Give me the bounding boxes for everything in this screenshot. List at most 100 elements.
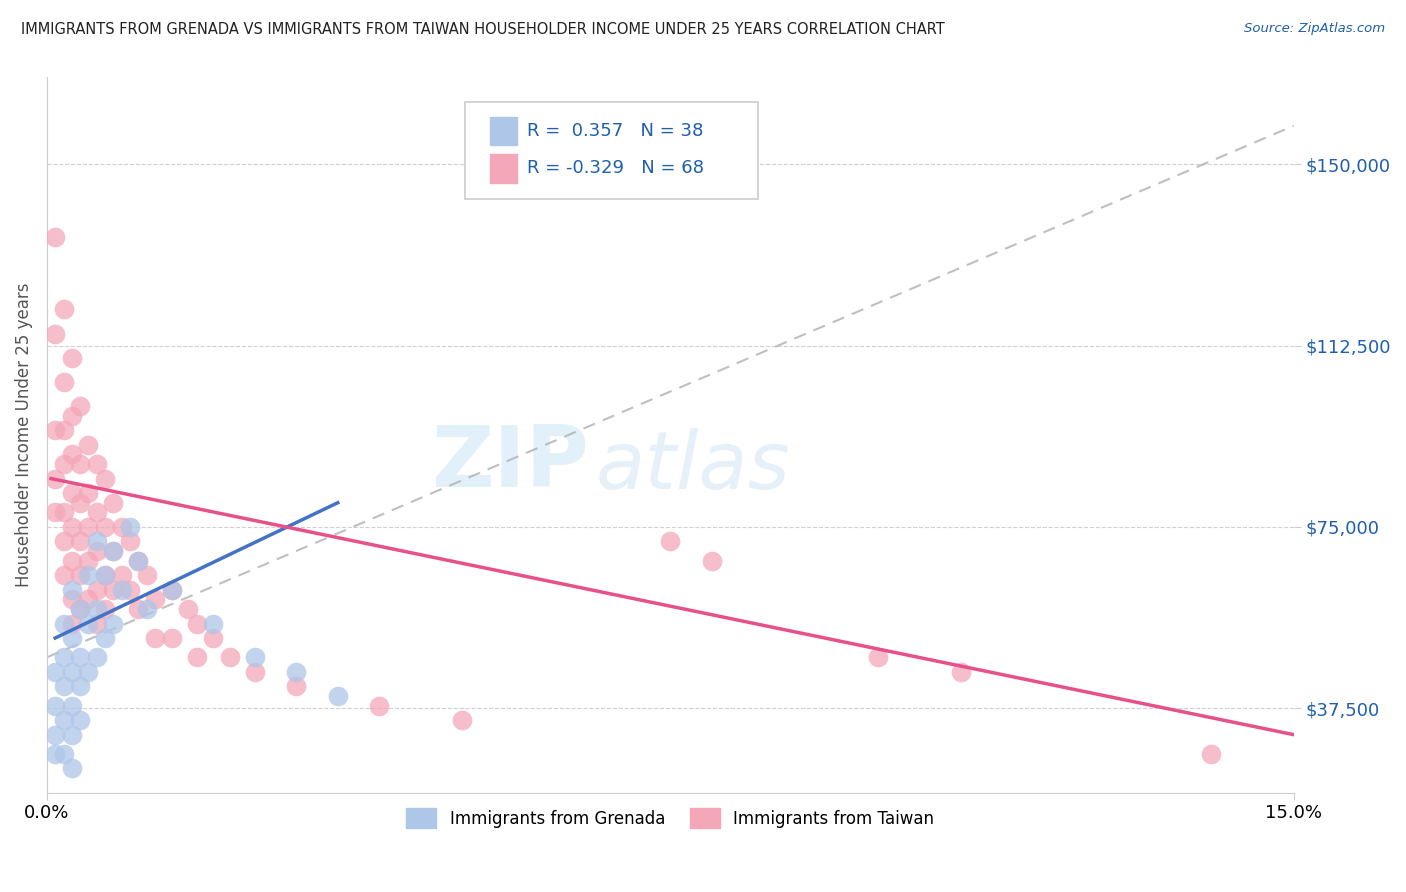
Point	[86, 457, 108, 471]
Point	[160, 631, 183, 645]
Point	[127, 602, 149, 616]
Text: R =  0.357   N = 38: R = 0.357 N = 38	[527, 122, 703, 140]
FancyBboxPatch shape	[489, 154, 517, 183]
Point	[60, 762, 83, 776]
Point	[44, 230, 66, 244]
Point	[86, 534, 108, 549]
Point	[69, 457, 91, 471]
Point	[44, 326, 66, 341]
Point	[202, 616, 225, 631]
Point	[118, 582, 141, 597]
Point	[77, 438, 100, 452]
Point	[135, 568, 157, 582]
Point	[77, 592, 100, 607]
Point	[94, 471, 117, 485]
Text: Source: ZipAtlas.com: Source: ZipAtlas.com	[1244, 22, 1385, 36]
Point	[77, 554, 100, 568]
Point	[52, 302, 75, 317]
Point	[52, 747, 75, 761]
Point	[103, 582, 125, 597]
Point	[60, 409, 83, 423]
Point	[143, 631, 166, 645]
Point	[127, 554, 149, 568]
Point	[60, 582, 83, 597]
Point	[60, 520, 83, 534]
Point	[111, 568, 134, 582]
Point	[127, 554, 149, 568]
Point	[86, 650, 108, 665]
Point	[186, 616, 208, 631]
Point	[659, 534, 682, 549]
Point	[177, 602, 200, 616]
Point	[218, 650, 240, 665]
Point	[69, 713, 91, 727]
Point	[52, 534, 75, 549]
Point	[69, 496, 91, 510]
Point	[69, 679, 91, 693]
Y-axis label: Householder Income Under 25 years: Householder Income Under 25 years	[15, 283, 32, 587]
Point	[52, 650, 75, 665]
Point	[69, 602, 91, 616]
FancyBboxPatch shape	[464, 103, 758, 199]
Point	[52, 679, 75, 693]
Point	[44, 728, 66, 742]
Point	[77, 520, 100, 534]
Point	[52, 423, 75, 437]
Point	[103, 544, 125, 558]
Point	[44, 698, 66, 713]
Text: IMMIGRANTS FROM GRENADA VS IMMIGRANTS FROM TAIWAN HOUSEHOLDER INCOME UNDER 25 YE: IMMIGRANTS FROM GRENADA VS IMMIGRANTS FR…	[21, 22, 945, 37]
Point	[243, 665, 266, 679]
Point	[52, 375, 75, 389]
Point	[285, 679, 308, 693]
Text: ZIP: ZIP	[432, 422, 589, 505]
Point	[52, 457, 75, 471]
Point	[94, 568, 117, 582]
FancyBboxPatch shape	[489, 117, 517, 145]
Point	[94, 568, 117, 582]
Point	[52, 505, 75, 519]
Point	[44, 747, 66, 761]
Point	[69, 602, 91, 616]
Point	[868, 650, 890, 665]
Point	[700, 554, 723, 568]
Point	[60, 616, 83, 631]
Point	[186, 650, 208, 665]
Point	[77, 665, 100, 679]
Point	[69, 399, 91, 413]
Point	[77, 568, 100, 582]
Point	[451, 713, 474, 727]
Point	[103, 544, 125, 558]
Point	[86, 616, 108, 631]
Point	[111, 582, 134, 597]
Point	[94, 520, 117, 534]
Point	[368, 698, 391, 713]
Point	[950, 665, 973, 679]
Point	[52, 713, 75, 727]
Point	[60, 447, 83, 461]
Point	[69, 568, 91, 582]
Point	[44, 471, 66, 485]
Point	[60, 554, 83, 568]
Point	[44, 665, 66, 679]
Text: atlas: atlas	[596, 428, 790, 507]
Point	[52, 568, 75, 582]
Point	[135, 602, 157, 616]
Point	[69, 650, 91, 665]
Point	[52, 616, 75, 631]
Point	[160, 582, 183, 597]
Point	[118, 520, 141, 534]
Point	[69, 534, 91, 549]
Point	[60, 351, 83, 365]
Point	[86, 505, 108, 519]
Point	[60, 631, 83, 645]
Point	[143, 592, 166, 607]
Point	[86, 544, 108, 558]
Point	[111, 520, 134, 534]
Point	[94, 631, 117, 645]
Point	[86, 602, 108, 616]
Point	[1199, 747, 1222, 761]
Point	[60, 592, 83, 607]
Point	[44, 505, 66, 519]
Point	[243, 650, 266, 665]
Point	[77, 616, 100, 631]
